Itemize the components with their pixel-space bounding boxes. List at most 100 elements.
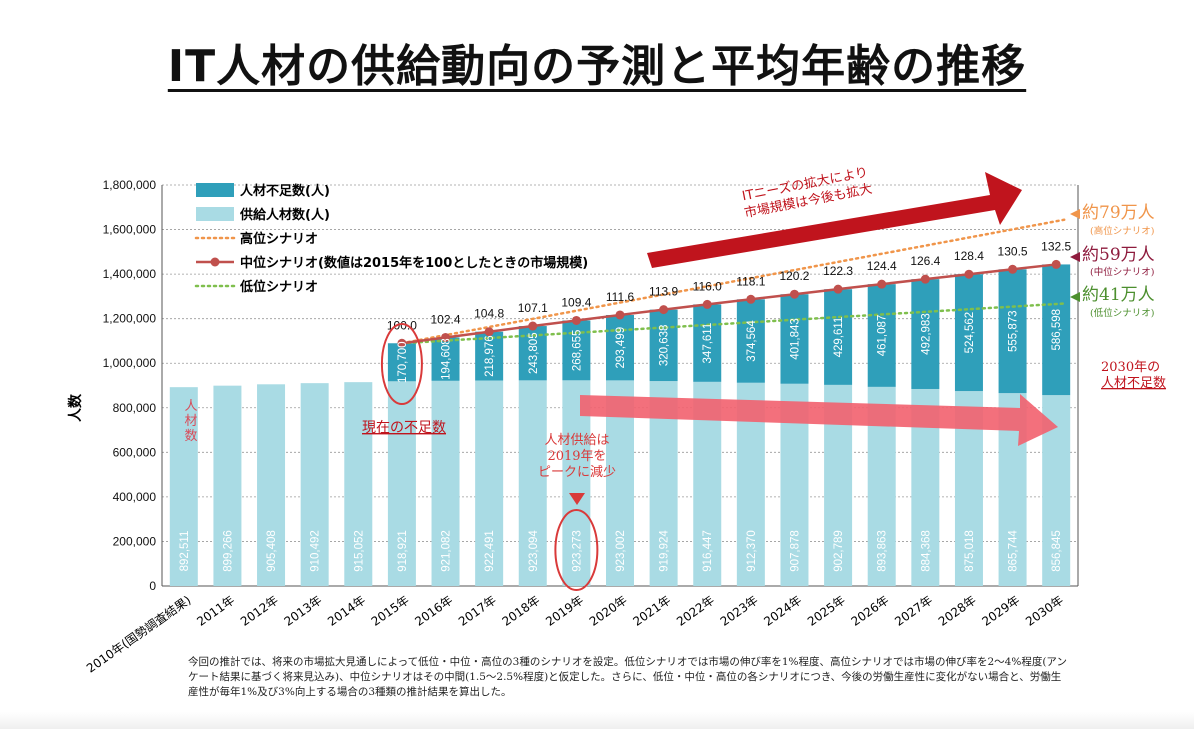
mid-scenario-label: 126.4: [910, 254, 940, 268]
mid-scenario-point: [964, 269, 974, 279]
high-sub: (高位シナリオ): [1090, 225, 1154, 237]
mid-scenario-label: 107.1: [518, 301, 548, 315]
mid-scenario-point: [659, 305, 669, 315]
x-tick-label: 2027年: [892, 593, 935, 629]
supply-value-label: 923,002: [615, 530, 627, 572]
supply-value-label: 919,924: [659, 530, 671, 572]
current-shortage-label: 現在の不足数: [362, 420, 446, 436]
supply-bar: [213, 385, 242, 586]
peak-pointer-icon: [569, 493, 585, 505]
page-title: IT人材の供給動向の予測と平均年齢の推移: [167, 41, 1027, 92]
mid-scenario-label: 113.9: [649, 285, 678, 299]
low-pointer-icon: [1070, 292, 1080, 302]
x-tick-label: 2026年: [849, 593, 892, 629]
current-shortage-circle: [380, 323, 423, 405]
legend-label-mid: 中位シナリオ(数値は2015年を100としたときの市場規模): [240, 255, 588, 271]
shortage-bar: [387, 343, 416, 382]
mid-scenario-point: [1051, 259, 1061, 269]
high-scenario-line: [400, 218, 1066, 345]
supply-value-label: 875,018: [964, 530, 976, 572]
x-tick-label: 2011年: [194, 593, 237, 629]
shortage-value-label: 347,611: [702, 323, 714, 364]
mid-scenario-point: [441, 332, 451, 342]
shortage-bar: [1042, 264, 1071, 396]
x-tick-label: 2019年: [543, 593, 586, 629]
shortage-bar: [649, 309, 678, 382]
shortage-value-label: 243,805: [528, 332, 540, 374]
y-tick-label: 1,000,000: [103, 356, 157, 370]
shortage-2030-line1: 2030年の: [1101, 360, 1160, 375]
y-tick-label: 1,400,000: [103, 267, 157, 281]
x-tick-label: 2016年: [412, 593, 455, 629]
mid-scenario-label: 130.5: [998, 244, 1028, 258]
supply-value-label: 865,744: [1008, 530, 1020, 572]
x-tick-label: 2023年: [718, 593, 761, 629]
mid-scenario-label: 132.5: [1041, 239, 1071, 253]
growth-arrow: [647, 172, 1022, 268]
mid-total: 約59万人: [1082, 245, 1155, 265]
supply-value-label: 907,878: [789, 530, 801, 572]
x-tick-label: 2024年: [761, 593, 804, 629]
mid-scenario-point: [789, 289, 799, 299]
mid-scenario-label: 104.8: [474, 307, 504, 321]
x-tick-label: 2013年: [282, 593, 325, 629]
shortage-value-label: 218,976: [484, 335, 496, 377]
bar-label-char: 数: [184, 429, 197, 444]
legend-label-supply: 供給人材数(人): [239, 207, 330, 223]
shortage-2030-line2: 人材不足数: [1101, 376, 1166, 391]
shortage-value-label: 492,983: [920, 313, 932, 355]
supply-bar: [387, 381, 416, 586]
supply-bar: [300, 383, 329, 586]
mid-scenario-point: [702, 299, 712, 309]
shortage-bar: [431, 337, 460, 381]
mid-scenario-label: 111.6: [606, 290, 635, 304]
y-tick-label: 1,800,000: [103, 178, 157, 192]
shortage-bar: [954, 274, 983, 392]
supply-peak-line: 人材供給は: [544, 433, 609, 448]
supply-value-label: 922,491: [484, 530, 496, 572]
peak-circle: [554, 509, 599, 591]
mid-scenario-label: 122.3: [823, 264, 853, 278]
x-tick-label: 2012年: [238, 593, 281, 629]
supply-value-label: 892,511: [179, 531, 191, 572]
x-tick-label: 2022年: [674, 593, 717, 629]
shortage-value-label: 194,608: [441, 338, 453, 380]
legend-label-shortage: 人材不足数(人): [240, 183, 330, 199]
legend-swatch-supply: [196, 207, 234, 221]
x-tick-label: 2017年: [456, 593, 499, 629]
shortage-bar: [824, 289, 853, 385]
legend-swatch-shortage: [196, 183, 234, 197]
mid-scenario-label: 118.1: [736, 274, 765, 288]
mid-scenario-point: [920, 274, 930, 284]
mid-pointer-icon: [1070, 252, 1080, 262]
bar-label-char: 人: [184, 399, 197, 414]
x-tick-label: 2028年: [936, 593, 979, 629]
high-total: 約79万人: [1082, 203, 1155, 223]
bottom-fade: [0, 712, 1194, 729]
mid-scenario-label: 109.4: [561, 295, 591, 309]
mid-scenario-point: [615, 310, 625, 320]
shortage-value-label: 374,564: [746, 320, 758, 362]
shortage-value-label: 401,843: [789, 318, 801, 360]
shortage-value-label: 320,638: [659, 325, 671, 367]
shortage-bar: [693, 304, 722, 382]
shortage-bar: [780, 294, 809, 384]
legend: 人材不足数(人) 供給人材数(人) 高位シナリオ中位シナリオ(数値は2015年を10…: [194, 183, 588, 295]
supply-value-label: 905,408: [266, 530, 278, 572]
mid-scenario-point: [1008, 264, 1018, 274]
bars-layer: [169, 264, 1071, 586]
legend-label-low: 低位シナリオ: [239, 279, 318, 295]
y-axis-label: 人数: [67, 393, 84, 422]
mid-scenario-point: [833, 284, 843, 294]
supply-bar: [431, 380, 460, 586]
y-tick-label: 800,000: [113, 401, 157, 415]
shortage-bar: [562, 320, 591, 381]
lines-layer: [397, 218, 1066, 348]
x-tick-label: 2030年: [1023, 593, 1066, 629]
supply-bar: [257, 384, 286, 586]
shortage-bar: [736, 299, 765, 383]
mid-scenario-label: 120.2: [779, 269, 809, 283]
shortage-value-label: 524,562: [964, 312, 976, 354]
labels-layer: 892,511 899,266 905,408 910,492 915,052 918,9…: [179, 239, 1072, 571]
